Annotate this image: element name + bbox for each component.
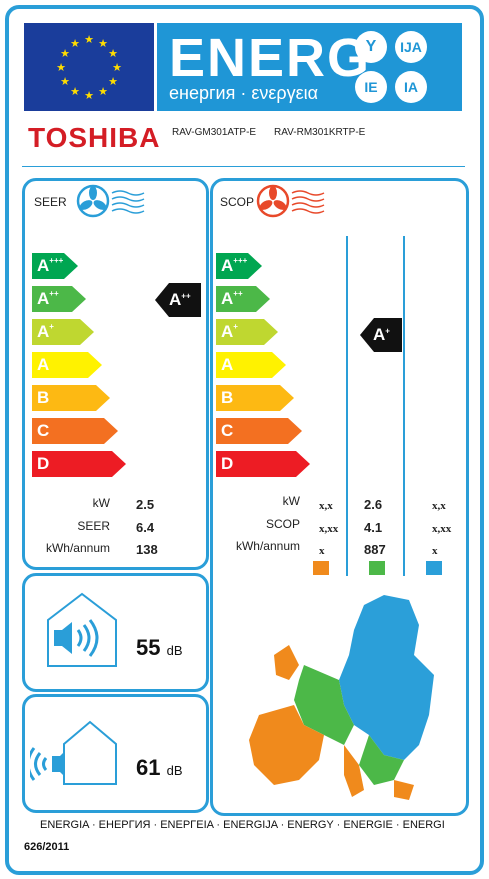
class-label: A+++: [37, 256, 64, 275]
seer-label-seer: SEER: [77, 519, 110, 533]
scop-colder-kw: x,x: [432, 500, 446, 512]
seer-class-bar: C: [32, 418, 118, 444]
scop-class-bar: D: [216, 451, 310, 477]
seer-value-kw: 2.5: [136, 497, 155, 512]
lang-badge: IA: [395, 71, 427, 103]
scop-class-bar: A: [216, 352, 286, 378]
zone-divider: [346, 236, 348, 576]
scop-label-kw: kW: [282, 494, 300, 508]
warmer-zone-swatch: [313, 561, 329, 575]
energy-subtitle: енергия · ενεργεια: [169, 83, 319, 103]
svg-text:★: ★: [70, 85, 80, 98]
outdoor-speaker-house-icon: [26, 718, 120, 793]
outdoor-noise-unit: dB: [166, 763, 183, 778]
outdoor-noise-panel: [22, 694, 209, 813]
svg-text:★: ★: [108, 75, 118, 88]
class-label: A++: [37, 289, 59, 308]
class-label: C: [37, 421, 50, 440]
scop-class-bar: B: [216, 385, 294, 411]
scop-panel: [210, 178, 469, 816]
seer-class-bar: A+: [32, 319, 94, 345]
svg-text:★: ★: [60, 75, 70, 88]
indoor-noise-unit: dB: [166, 643, 183, 658]
scop-colder-kwh: x: [432, 545, 438, 557]
class-label: B: [37, 388, 50, 407]
seer-label-kw: kW: [92, 496, 110, 510]
svg-text:★: ★: [112, 61, 122, 74]
colder-zone-swatch: [426, 561, 442, 575]
class-label: A: [221, 355, 234, 374]
class-label: D: [37, 454, 50, 473]
scop-warmer-kwh: x: [319, 545, 325, 557]
scop-average-scop: 4.1: [364, 520, 383, 535]
regulation-number: 626/2011: [24, 841, 70, 853]
zone-divider: [403, 236, 405, 576]
indoor-noise-number: 55: [136, 635, 161, 660]
svg-text:★: ★: [56, 61, 66, 74]
energy-word: ENERG: [169, 28, 372, 88]
label-frame: [5, 5, 484, 875]
europe-climate-map-icon: [244, 585, 444, 810]
scop-label-scop: SCOP: [265, 517, 300, 531]
class-label: C: [221, 421, 234, 440]
class-label: A++: [221, 289, 243, 308]
scop-colder-scop: x,xx: [432, 523, 452, 535]
class-label: A+: [37, 322, 54, 341]
outdoor-model: RAV-RM301KRTP-E: [274, 127, 366, 138]
scop-average-kw: 2.6: [364, 497, 383, 512]
footer-languages: ENERGIA · ЕНЕРГИЯ · ΕΝΕΡΓΕΙΑ · ENERGIJA …: [40, 819, 445, 831]
outdoor-noise-value: 61 dB: [136, 755, 183, 781]
indoor-speaker-house-icon: [44, 590, 120, 675]
scop-warmer-scop: x,xx: [319, 523, 339, 535]
class-label: A+: [221, 322, 238, 341]
scop-label-kwh: kWh/annum: [235, 539, 300, 553]
seer-class-bar: A: [32, 352, 102, 378]
lang-badge: IJA: [395, 31, 427, 63]
outdoor-noise-number: 61: [136, 755, 161, 780]
eu-flag: ★ ★ ★ ★ ★ ★ ★ ★ ★ ★ ★ ★: [24, 23, 154, 111]
indoor-noise-panel: [22, 573, 209, 692]
brand-name: TOSHIBA: [28, 122, 161, 153]
scop-class-bar: C: [216, 418, 302, 444]
svg-text:★: ★: [98, 85, 108, 98]
scop-average-kwh: 887: [364, 542, 386, 557]
scop-title: SCOP: [220, 195, 255, 209]
class-label: A+++: [221, 256, 248, 275]
seer-rating: A++: [169, 290, 191, 309]
seer-value-kwh: 138: [136, 542, 158, 557]
svg-text:★: ★: [84, 33, 94, 46]
seer-value-seer: 6.4: [136, 520, 155, 535]
seer-title: SEER: [34, 195, 67, 209]
class-label: D: [221, 454, 234, 473]
heat-fan-icon: [256, 184, 330, 223]
scop-rating: A+: [373, 325, 390, 344]
lang-badge: Y: [355, 31, 387, 63]
class-label: B: [221, 388, 234, 407]
class-label: A: [37, 355, 50, 374]
seer-label-kwh: kWh/annum: [45, 541, 110, 555]
svg-text:★: ★: [98, 37, 108, 50]
scop-class-bar: A+: [216, 319, 278, 345]
lang-badge: IE: [355, 71, 387, 103]
svg-text:★: ★: [60, 47, 70, 60]
svg-text:★: ★: [70, 37, 80, 50]
svg-text:★: ★: [84, 89, 94, 102]
average-zone-swatch: [369, 561, 385, 575]
indoor-model: RAV-GM301ATP-E: [172, 127, 257, 138]
seer-panel: [22, 178, 209, 570]
svg-text:★: ★: [108, 47, 118, 60]
fan-icon: [76, 184, 150, 223]
scop-warmer-kw: x,x: [319, 500, 333, 512]
seer-class-bar: B: [32, 385, 110, 411]
header-divider: [22, 166, 465, 167]
seer-class-bar: D: [32, 451, 126, 477]
energy-banner: ENERG енергия · ενεργεια Y IJA IE IA: [157, 23, 462, 111]
indoor-noise-value: 55 dB: [136, 635, 183, 661]
